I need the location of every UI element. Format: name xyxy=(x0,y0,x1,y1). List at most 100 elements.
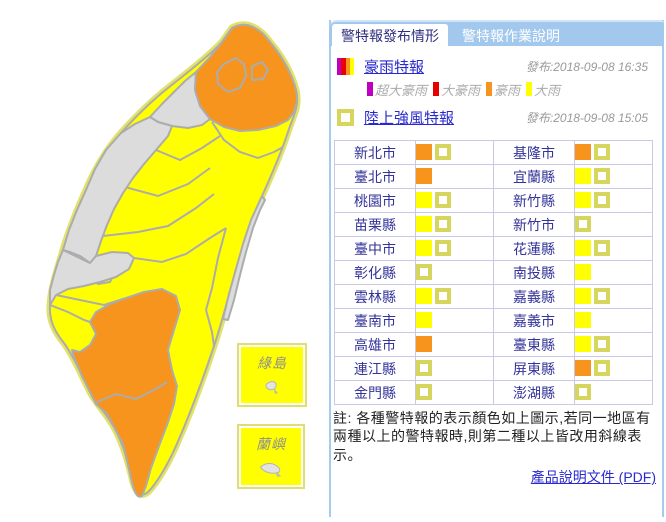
county-name: 高雄市 xyxy=(334,332,416,357)
county-name: 新北市 xyxy=(334,140,416,165)
county-name: 金門縣 xyxy=(334,380,416,405)
orange-rain-square xyxy=(575,360,591,377)
taipei-city-outline xyxy=(215,56,270,94)
wind-warning-square xyxy=(435,240,451,257)
table-row: 臺中市 花蓮縣 xyxy=(334,236,653,261)
county-name: 嘉義縣 xyxy=(493,284,575,309)
product-doc-pdf-link[interactable]: 產品說明文件 (PDF) xyxy=(530,469,656,486)
warning-marks-cell xyxy=(415,356,494,381)
warning-marks-cell xyxy=(574,308,653,333)
wind-warning-square xyxy=(594,144,610,161)
orange-rain-square xyxy=(575,144,591,161)
county-name: 嘉義市 xyxy=(493,308,575,333)
wind-warning-square xyxy=(575,216,591,233)
tab-bar: 警特報發布情形 警特報作業說明 xyxy=(329,20,664,48)
county-name: 臺南市 xyxy=(334,308,416,333)
county-name: 連江縣 xyxy=(334,356,416,381)
wind-warning-square xyxy=(435,192,451,209)
taiwan-map-svg xyxy=(46,21,301,498)
county-warning-table: 新北市 基隆市 臺北市 宜蘭縣 桃園市 新竹縣 苗栗縣 新竹市 臺中市 花蓮縣 彰化縣 南投縣 雲林縣嘉… xyxy=(334,140,653,405)
warning-marks-cell xyxy=(574,284,653,309)
warning-marks-cell xyxy=(574,164,653,189)
warning-marks-cell xyxy=(415,284,494,309)
green-island-box: 綠島 xyxy=(237,343,307,407)
orchid-island-icon xyxy=(260,463,282,477)
warning-marks-cell xyxy=(415,332,494,357)
county-name: 屏東縣 xyxy=(493,356,575,381)
south-orange-region xyxy=(71,288,181,498)
wind-advisory-link[interactable]: 陸上強風特報 xyxy=(364,110,455,127)
warning-table-body: 新北市 基隆市 臺北市 宜蘭縣 桃園市 新竹縣 苗栗縣 新竹市 臺中市 花蓮縣 彰化縣 南投縣 雲林縣嘉… xyxy=(334,140,653,405)
pdf-link-row: 產品說明文件 (PDF) xyxy=(331,467,656,487)
table-row: 雲林縣 嘉義縣 xyxy=(334,284,653,309)
yellow-rain-square xyxy=(416,240,432,257)
rain-advisory-icon xyxy=(337,58,354,75)
yellow-rain-square xyxy=(575,312,591,329)
rain-issued-time: 發布:2018-09-08 16:35 xyxy=(525,60,648,74)
orange-rain-square xyxy=(416,336,432,353)
yellow-rain-square xyxy=(575,240,591,257)
county-name: 基隆市 xyxy=(493,140,575,165)
table-row: 彰化縣 南投縣 xyxy=(334,260,653,285)
yellow-rain-square xyxy=(575,168,591,185)
orange-rain-square xyxy=(416,168,432,185)
warning-marks-cell xyxy=(415,260,494,285)
wind-warning-square xyxy=(594,192,610,209)
table-row: 金門縣 澎湖縣 xyxy=(334,380,653,405)
legend-note: 註: 各種警特報的表示顏色如上圖示,若同一地區有兩種以上的警特報時,則第二種以上… xyxy=(333,410,651,463)
rain-level-label: 大雨 xyxy=(534,82,561,98)
wind-advisory-row: 陸上強風特報 發布:2018-09-08 15:05 xyxy=(337,107,656,128)
yellow-rain-square xyxy=(416,192,432,209)
county-name: 宜蘭縣 xyxy=(493,164,575,189)
yellow-rain-square xyxy=(416,288,432,305)
rain-level-color-swatch xyxy=(486,82,493,96)
table-row: 高雄市 臺東縣 xyxy=(334,332,653,357)
wind-warning-square xyxy=(594,360,610,377)
table-row: 臺北市 宜蘭縣 xyxy=(334,164,653,189)
warning-marks-cell xyxy=(415,236,494,261)
rain-level-color-swatch xyxy=(433,82,440,96)
warning-marks-cell xyxy=(415,140,494,165)
wind-issued-time: 發布:2018-09-08 15:05 xyxy=(525,111,648,125)
rain-advisory-link[interactable]: 豪雨特報 xyxy=(364,59,425,76)
orchid-island-label: 蘭嶼 xyxy=(256,436,286,452)
rain-level-label: 豪雨 xyxy=(494,82,521,98)
warning-marks-cell xyxy=(574,356,653,381)
gray-regions xyxy=(49,71,266,321)
wind-warning-square xyxy=(435,216,451,233)
rain-level-item: 超大豪雨 xyxy=(367,80,427,99)
yellow-rain-square xyxy=(575,336,591,353)
warning-marks-cell xyxy=(415,308,494,333)
yellow-rain-square xyxy=(575,288,591,305)
yellow-rain-square xyxy=(416,312,432,329)
wind-advisory-icon xyxy=(337,109,354,126)
green-island-icon xyxy=(265,381,278,394)
county-name: 臺中市 xyxy=(334,236,416,261)
wind-warning-square xyxy=(594,288,610,305)
county-name: 花蓮縣 xyxy=(493,236,575,261)
tab-warning-status[interactable]: 警特報發布情形 xyxy=(332,24,448,48)
wind-warning-square xyxy=(594,240,610,257)
yellow-rain-square xyxy=(575,264,591,281)
kaohsiung-pingtung-boundary xyxy=(94,381,168,404)
rain-level-item: 大豪雨 xyxy=(433,80,480,99)
rain-level-color-swatch xyxy=(367,82,373,96)
taiwan-warning-map: 綠島 蘭嶼 xyxy=(0,0,330,517)
warning-marks-cell xyxy=(574,380,653,405)
rain-level-item: 大雨 xyxy=(526,80,560,99)
warning-marks-cell xyxy=(415,212,494,237)
warning-panel: 警特報發布情形 警特報作業說明 豪雨特報 發布:2018-09-08 16:35… xyxy=(329,20,664,517)
tab-warning-instructions[interactable]: 警特報作業說明 xyxy=(462,28,560,44)
warning-marks-cell xyxy=(415,380,494,405)
table-row: 新北市 基隆市 xyxy=(334,140,653,165)
wind-warning-square xyxy=(594,168,610,185)
county-name: 南投縣 xyxy=(493,260,575,285)
table-row: 連江縣 屏東縣 xyxy=(334,356,653,381)
wind-warning-square xyxy=(575,384,591,401)
county-name: 新竹縣 xyxy=(493,188,575,213)
warning-marks-cell xyxy=(574,188,653,213)
warning-marks-cell xyxy=(574,260,653,285)
county-name: 彰化縣 xyxy=(334,260,416,285)
county-name: 臺東縣 xyxy=(493,332,575,357)
warning-marks-cell xyxy=(574,332,653,357)
